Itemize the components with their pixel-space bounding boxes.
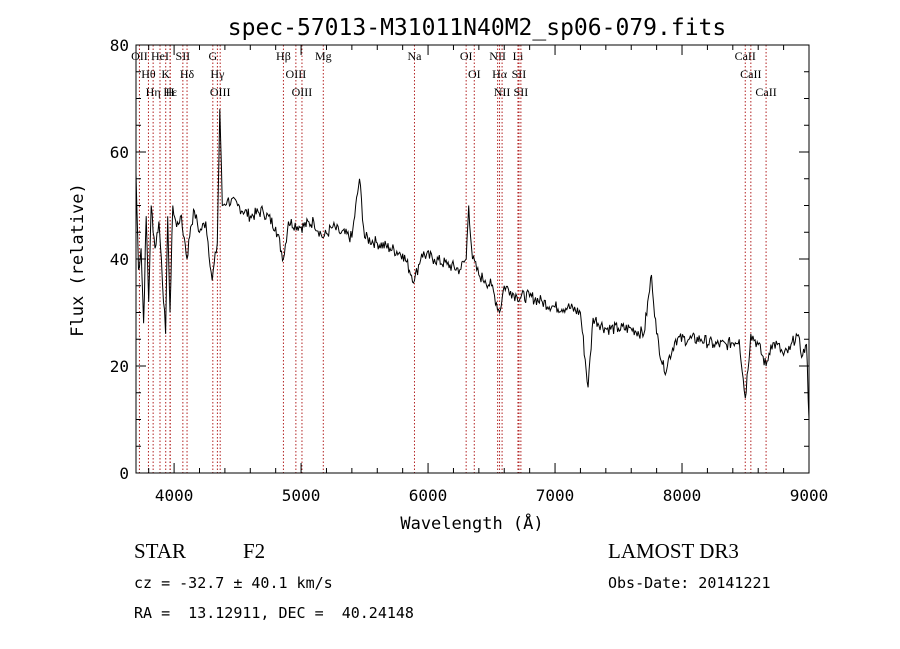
line-label: CaII [735,49,756,63]
line-label: OIII [286,67,307,81]
line-label: SII [514,85,529,99]
line-label: OI [460,49,473,63]
line-label: SII [176,49,191,63]
x-tick-label: 9000 [790,486,829,505]
y-tick-label: 40 [110,250,129,269]
survey-name: LAMOST DR3 [608,539,739,563]
spectrum-line [135,109,810,420]
y-tick-label: 0 [119,464,129,483]
line-label: Li [513,49,524,63]
line-label: Hδ [180,67,195,81]
line-label: Hη [146,85,161,99]
spectrum-data [135,109,810,420]
line-label: Hγ [210,67,225,81]
line-label: NII [489,49,506,63]
line-label: CaII [755,85,776,99]
emission-line-markers: OIIHθHηHeIKHHεSIIHδGHγOIIIHβOIIIOIIIMgNa… [131,45,777,473]
line-label: OII [131,49,148,63]
x-tick-label: 6000 [409,486,448,505]
observation-date: Obs-Date: 20141221 [608,574,771,592]
line-label: K [161,67,170,81]
x-tick-label: 5000 [282,486,321,505]
line-label: Hβ [276,49,291,63]
y-axis: 0 20 40 60 80 [110,36,809,483]
line-label: HeI [151,49,169,63]
y-axis-label: Flux (relative) [68,183,88,337]
object-class: STAR [134,539,186,563]
line-label: Hα [492,67,508,81]
line-label: NII [494,85,511,99]
y-tick-label: 20 [110,357,129,376]
x-tick-label: 8000 [663,486,702,505]
x-tick-label: 7000 [536,486,575,505]
line-label: Hε [163,85,177,99]
y-tick-label: 80 [110,36,129,55]
line-label: Hθ [141,67,156,81]
y-tick-label: 60 [110,143,129,162]
line-label: Na [407,49,422,63]
line-label: G [208,49,217,63]
line-label: OIII [210,85,231,99]
sky-coordinates: RA = 13.12911, DEC = 40.24148 [134,604,414,622]
x-axis-label: Wavelength (Å) [400,512,543,534]
redshift-velocity: cz = -32.7 ± 40.1 km/s [134,574,333,592]
line-label: Mg [315,49,332,63]
spectral-subclass: F2 [243,539,266,563]
chart-title: spec-57013-M31011N40M2_sp06-079.fits [228,15,727,41]
line-label: CaII [740,67,761,81]
x-tick-label: 4000 [155,486,194,505]
x-axis: 4000 5000 6000 7000 8000 9000 [148,45,829,505]
line-label: OIII [292,85,313,99]
line-label: OI [468,67,481,81]
line-label: SII [512,67,527,81]
